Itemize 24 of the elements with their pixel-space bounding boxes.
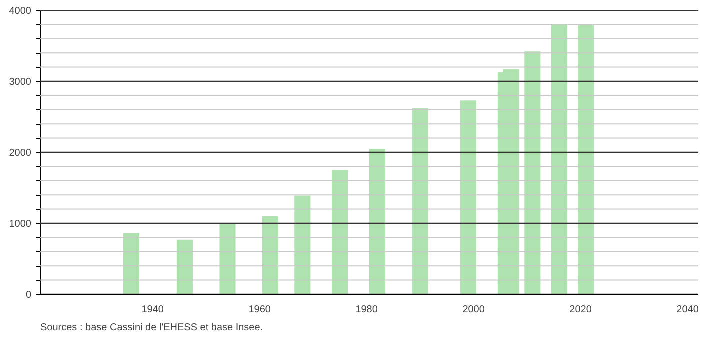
y-tick-label: 2000 bbox=[9, 148, 32, 159]
bar bbox=[551, 24, 568, 294]
bar bbox=[294, 196, 311, 294]
bar bbox=[578, 25, 594, 294]
x-tick-label: 2020 bbox=[570, 304, 592, 316]
x-tick-label: 2040 bbox=[676, 304, 700, 316]
bar bbox=[220, 224, 236, 294]
bar bbox=[412, 108, 428, 294]
bar bbox=[176, 240, 193, 294]
y-tick-label: 1000 bbox=[9, 219, 32, 230]
bar bbox=[332, 170, 348, 294]
x-tick-label: 1960 bbox=[248, 304, 272, 316]
bar bbox=[262, 216, 279, 294]
x-tick-label: 1940 bbox=[142, 304, 164, 316]
y-tick-label: 0 bbox=[26, 290, 32, 301]
x-tick-label: 1980 bbox=[356, 304, 378, 316]
y-tick-label: 4000 bbox=[9, 6, 32, 17]
bar bbox=[123, 233, 140, 294]
bar bbox=[524, 52, 541, 294]
bar bbox=[370, 148, 386, 294]
x-tick-label: 2000 bbox=[462, 304, 486, 316]
y-tick-label: 3000 bbox=[9, 77, 32, 88]
bar bbox=[460, 100, 476, 294]
source-note: Sources : base Cassini de l'EHESS et base Insee. bbox=[40, 322, 264, 334]
